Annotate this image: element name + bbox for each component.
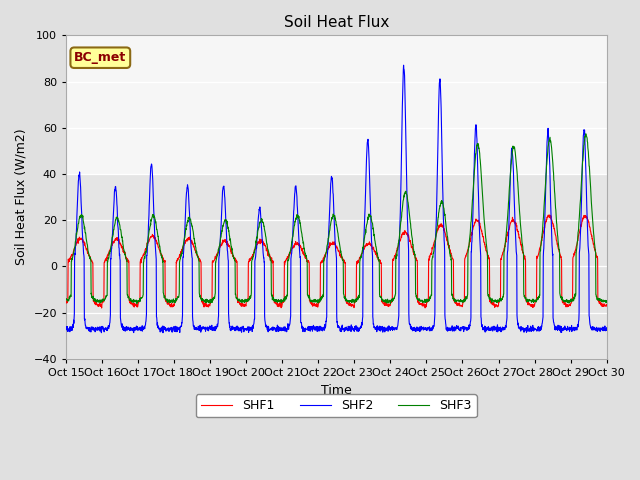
SHF1: [556, 249, 563, 255]
Legend: SHF1, SHF2, SHF3: SHF1, SHF2, SHF3: [196, 395, 477, 418]
Line: SHF3: SHF3: [66, 134, 607, 304]
SHF1: [493, 304, 501, 310]
SHF1: [546, 212, 554, 218]
SHF2: [556, 326, 563, 332]
SHF3: [556, 247, 563, 252]
Bar: [66, 174, 607, 359]
Title: Soil Heat Flux: Soil Heat Flux: [284, 15, 389, 30]
SHF3: [387, 301, 394, 307]
SHF1: [352, 298, 360, 304]
SHF2: [570, 325, 578, 331]
SHF1: [364, 241, 372, 247]
SHF3: [364, 217, 371, 223]
SHF2: [364, 137, 372, 143]
SHF2: [494, 329, 502, 335]
X-axis label: Time: Time: [321, 384, 352, 396]
SHF3: [493, 297, 501, 303]
SHF2: [352, 325, 360, 331]
SHF1: [98, 305, 106, 311]
SHF3: [352, 298, 360, 303]
SHF1: [570, 252, 578, 258]
SHF1: [213, 251, 221, 256]
SHF3: [570, 296, 578, 301]
SHF1: [62, 299, 70, 305]
Bar: [66, 36, 607, 174]
SHF2: [159, 330, 167, 336]
SHF2: [213, 324, 221, 329]
SHF3: [213, 254, 221, 260]
SHF2: [62, 326, 70, 332]
Text: BC_met: BC_met: [74, 51, 127, 64]
Line: SHF1: SHF1: [66, 215, 607, 308]
SHF1: [603, 302, 611, 308]
SHF2: [400, 62, 408, 68]
Y-axis label: Soil Heat Flux (W/m2): Soil Heat Flux (W/m2): [15, 129, 28, 265]
SHF3: [62, 296, 70, 301]
SHF2: [603, 325, 611, 331]
Line: SHF2: SHF2: [66, 65, 607, 333]
SHF3: [582, 131, 589, 137]
SHF3: [603, 300, 611, 305]
